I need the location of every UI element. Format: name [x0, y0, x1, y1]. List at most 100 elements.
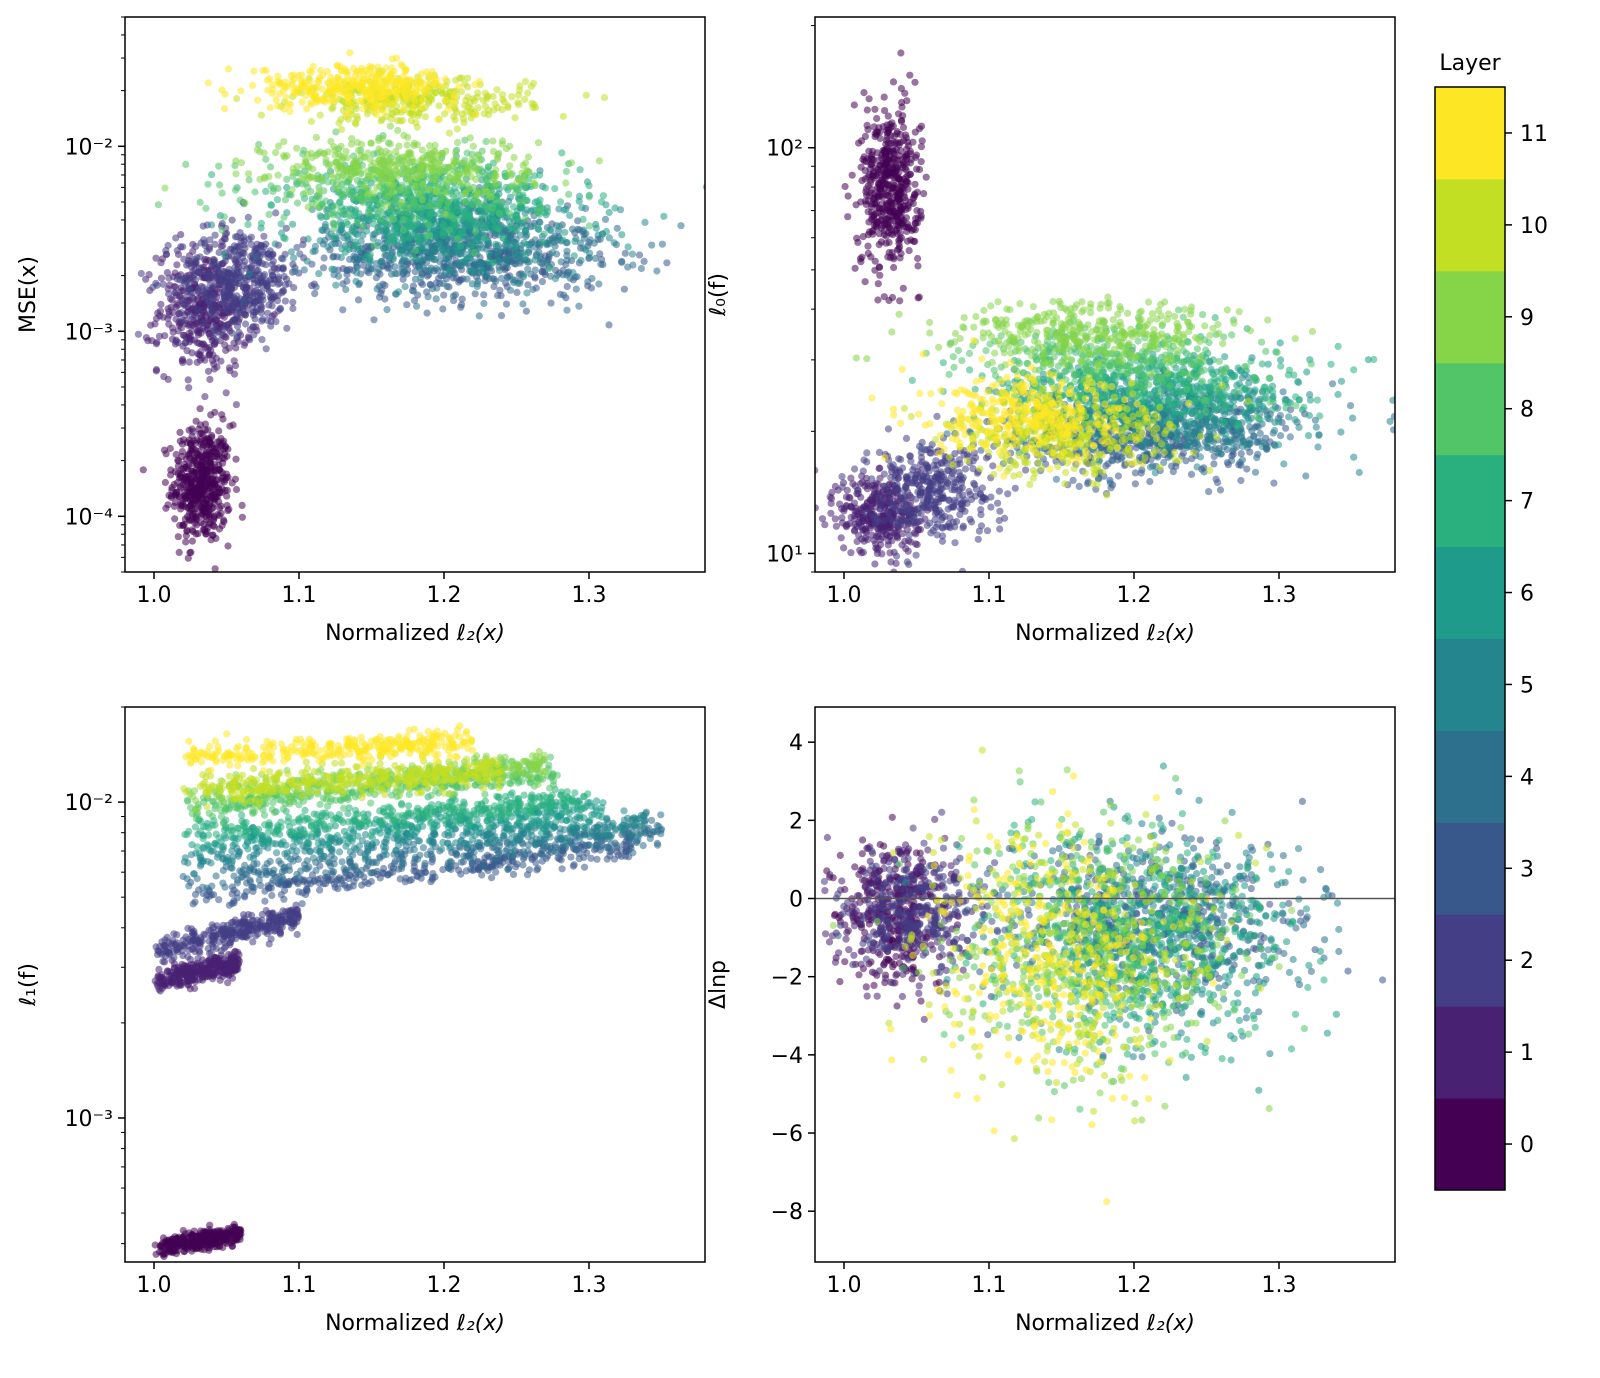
point [307, 117, 315, 126]
point [399, 275, 407, 283]
point [344, 212, 352, 220]
point [513, 251, 521, 259]
point [218, 220, 226, 228]
point [167, 466, 175, 474]
point [370, 80, 378, 88]
point [157, 300, 165, 308]
point [559, 112, 567, 120]
point [894, 139, 902, 147]
point [413, 233, 421, 241]
point [881, 191, 890, 199]
point [174, 533, 182, 541]
point [456, 74, 464, 82]
point [404, 208, 412, 216]
point [430, 79, 439, 87]
point [482, 271, 490, 279]
point [210, 513, 218, 521]
point [414, 189, 422, 197]
point [399, 226, 408, 234]
point [920, 190, 928, 198]
point [164, 314, 172, 323]
point [182, 538, 190, 546]
point [187, 478, 195, 486]
point [547, 226, 555, 235]
point [471, 290, 479, 298]
point [853, 234, 861, 242]
point [200, 525, 209, 534]
point [882, 140, 890, 148]
point [389, 100, 397, 108]
point [193, 305, 201, 313]
point [216, 181, 224, 189]
point [460, 214, 468, 222]
point [232, 455, 240, 463]
point [330, 233, 338, 241]
point [267, 182, 275, 190]
point [298, 71, 306, 79]
point [268, 89, 276, 97]
point [324, 148, 332, 156]
point [142, 275, 150, 283]
point [249, 323, 257, 331]
point [413, 88, 421, 96]
point [354, 296, 363, 304]
point [303, 105, 311, 113]
point [844, 213, 852, 221]
point [403, 161, 411, 169]
point [407, 77, 415, 85]
point [436, 199, 444, 207]
point [366, 155, 374, 163]
point [221, 257, 229, 265]
point [416, 254, 424, 262]
point [383, 202, 391, 210]
point [497, 274, 506, 283]
point [453, 138, 462, 147]
point [569, 269, 577, 277]
point [440, 291, 448, 299]
point [557, 198, 565, 206]
point [366, 250, 374, 259]
point [897, 84, 906, 93]
point [262, 345, 270, 353]
point [202, 450, 210, 458]
point [189, 428, 197, 436]
point [355, 146, 363, 154]
point [186, 321, 194, 329]
point [220, 251, 228, 259]
point [221, 235, 229, 243]
point [198, 470, 206, 478]
point [343, 266, 351, 274]
point [225, 364, 234, 372]
point [436, 239, 444, 248]
point [357, 191, 365, 199]
point [628, 250, 637, 258]
point [168, 296, 176, 304]
x-tick-label: 1.2 [427, 583, 462, 608]
point [223, 486, 231, 494]
point [522, 214, 530, 222]
point [220, 288, 228, 296]
point [372, 98, 380, 107]
point [389, 235, 398, 243]
point [391, 161, 400, 169]
point [490, 216, 499, 224]
point [621, 249, 629, 257]
point [385, 150, 393, 158]
point [377, 215, 385, 223]
point [595, 157, 604, 165]
point [175, 548, 183, 557]
point [344, 244, 352, 252]
point [532, 252, 540, 260]
point [349, 78, 357, 86]
point [481, 234, 489, 242]
point [844, 192, 852, 200]
point [432, 295, 440, 303]
point [411, 296, 419, 304]
point [388, 188, 396, 196]
point [880, 93, 888, 101]
point [361, 183, 369, 191]
point [168, 486, 176, 494]
point [228, 329, 236, 337]
point [199, 494, 207, 502]
point [331, 202, 339, 210]
